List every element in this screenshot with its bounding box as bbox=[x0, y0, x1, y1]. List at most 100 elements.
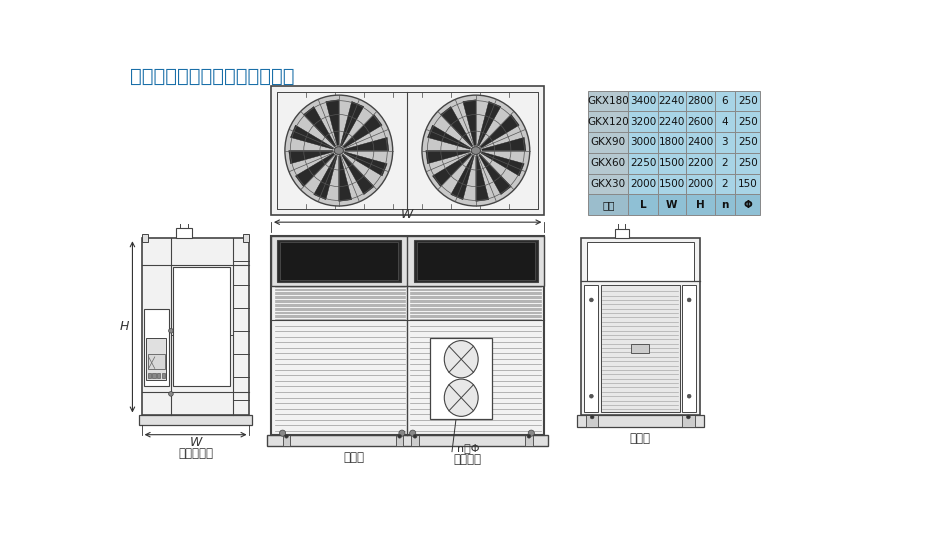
Circle shape bbox=[399, 430, 405, 436]
Polygon shape bbox=[343, 115, 382, 148]
Bar bbox=[525, 435, 533, 446]
Text: 2000: 2000 bbox=[630, 179, 656, 189]
Text: 3: 3 bbox=[722, 137, 728, 147]
Circle shape bbox=[686, 415, 690, 419]
Polygon shape bbox=[326, 100, 339, 145]
Polygon shape bbox=[339, 156, 352, 202]
Text: 3200: 3200 bbox=[630, 117, 656, 126]
Bar bbox=[736, 153, 760, 174]
Bar bbox=[153, 373, 155, 378]
Bar bbox=[271, 236, 544, 286]
Bar bbox=[589, 132, 629, 153]
Polygon shape bbox=[340, 101, 364, 146]
Bar bbox=[148, 373, 151, 378]
Polygon shape bbox=[482, 137, 525, 151]
Bar bbox=[658, 111, 686, 132]
Circle shape bbox=[168, 329, 173, 333]
Bar bbox=[162, 373, 165, 378]
Text: 2800: 2800 bbox=[687, 96, 713, 106]
Bar bbox=[271, 236, 544, 435]
Polygon shape bbox=[344, 152, 387, 176]
Bar bbox=[418, 242, 535, 280]
Text: GKX30: GKX30 bbox=[591, 179, 626, 189]
Bar bbox=[736, 195, 760, 215]
Polygon shape bbox=[451, 155, 474, 199]
Ellipse shape bbox=[422, 95, 530, 206]
Bar bbox=[658, 195, 686, 215]
Text: 2600: 2600 bbox=[687, 117, 713, 126]
Bar bbox=[714, 111, 736, 132]
Bar bbox=[140, 415, 252, 425]
Bar bbox=[141, 234, 148, 242]
Circle shape bbox=[285, 434, 288, 438]
Text: GKX90: GKX90 bbox=[591, 137, 626, 147]
Bar bbox=[658, 174, 686, 195]
Bar bbox=[714, 91, 736, 111]
Ellipse shape bbox=[285, 95, 392, 206]
Text: 出风风阀: 出风风阀 bbox=[454, 453, 482, 466]
Text: GKX180: GKX180 bbox=[588, 96, 630, 106]
Text: 增强型移动冷风机岗位机外形图: 增强型移动冷风机岗位机外形图 bbox=[130, 67, 295, 86]
Polygon shape bbox=[479, 154, 512, 195]
Text: 2240: 2240 bbox=[658, 96, 685, 106]
Bar bbox=[629, 91, 658, 111]
Bar bbox=[157, 373, 160, 378]
Circle shape bbox=[413, 434, 417, 438]
Bar bbox=[736, 91, 760, 111]
Text: 2400: 2400 bbox=[687, 137, 713, 147]
Text: 2200: 2200 bbox=[687, 158, 713, 168]
Bar bbox=[658, 132, 686, 153]
Bar bbox=[589, 91, 629, 111]
Bar bbox=[280, 242, 398, 280]
Bar bbox=[396, 435, 404, 446]
Bar bbox=[686, 174, 714, 195]
Bar bbox=[586, 415, 598, 427]
Bar bbox=[580, 239, 700, 415]
Bar bbox=[629, 174, 658, 195]
Circle shape bbox=[168, 392, 173, 396]
Text: H: H bbox=[696, 200, 705, 210]
Polygon shape bbox=[441, 107, 472, 147]
Bar bbox=[144, 309, 168, 386]
Bar bbox=[271, 86, 544, 215]
Bar bbox=[584, 285, 598, 412]
Bar bbox=[277, 240, 401, 282]
Bar bbox=[714, 153, 736, 174]
Polygon shape bbox=[432, 153, 472, 187]
Bar bbox=[173, 267, 231, 386]
Bar bbox=[629, 153, 658, 174]
Bar bbox=[686, 132, 714, 153]
Text: 250: 250 bbox=[737, 158, 758, 168]
Text: 2: 2 bbox=[722, 158, 728, 168]
Polygon shape bbox=[342, 154, 374, 195]
Text: 6: 6 bbox=[722, 96, 728, 106]
Polygon shape bbox=[288, 151, 333, 163]
Polygon shape bbox=[313, 155, 338, 199]
Text: Φ: Φ bbox=[743, 200, 752, 210]
Polygon shape bbox=[481, 152, 525, 176]
Text: n－Φ: n－Φ bbox=[458, 443, 480, 453]
Polygon shape bbox=[480, 115, 519, 148]
Bar bbox=[411, 435, 418, 446]
Text: 250: 250 bbox=[737, 137, 758, 147]
Text: 出风面: 出风面 bbox=[343, 451, 364, 464]
Circle shape bbox=[590, 298, 593, 302]
Text: 进风面: 进风面 bbox=[630, 432, 650, 445]
Bar bbox=[589, 111, 629, 132]
Bar bbox=[277, 92, 538, 209]
Bar bbox=[146, 338, 166, 380]
Bar bbox=[616, 229, 629, 239]
Bar bbox=[714, 195, 736, 215]
Circle shape bbox=[591, 415, 594, 419]
Circle shape bbox=[409, 430, 416, 436]
Bar bbox=[683, 285, 696, 412]
Bar bbox=[267, 435, 549, 446]
Bar bbox=[658, 91, 686, 111]
Bar bbox=[736, 111, 760, 132]
Polygon shape bbox=[426, 151, 470, 163]
Text: 3000: 3000 bbox=[630, 137, 656, 147]
Text: 3400: 3400 bbox=[630, 96, 656, 106]
Polygon shape bbox=[428, 125, 471, 149]
Text: GKX120: GKX120 bbox=[588, 117, 630, 126]
Polygon shape bbox=[296, 153, 335, 187]
